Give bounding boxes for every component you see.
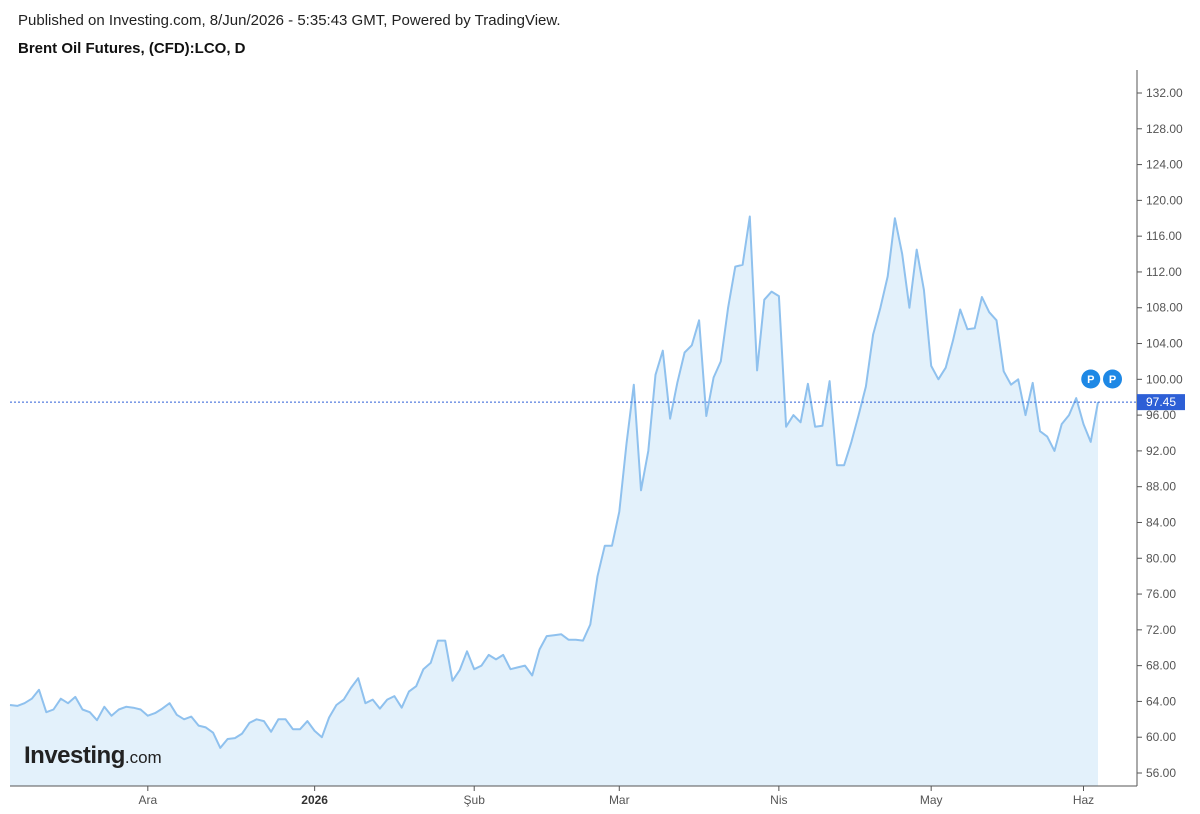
y-tick-label: 68.00: [1146, 659, 1176, 673]
event-marker[interactable]: [1103, 369, 1123, 389]
y-tick-label: 116.00: [1146, 229, 1182, 243]
y-tick-label: 96.00: [1146, 408, 1176, 422]
published-notice: Published on Investing.com, 8/Jun/2026 -…: [18, 12, 561, 29]
x-tick-label: Nis: [770, 793, 787, 807]
x-tick-label: Haz: [1073, 793, 1094, 807]
y-tick-label: 108.00: [1146, 301, 1183, 315]
event-marker[interactable]: [1081, 369, 1101, 389]
y-tick-label: 80.00: [1146, 551, 1176, 565]
y-tick-label: 88.00: [1146, 480, 1176, 494]
x-tick-label: May: [920, 793, 943, 807]
y-tick-label: 60.00: [1146, 730, 1176, 744]
area-layer: [9, 215, 1099, 786]
logo-suffix: .com: [124, 748, 162, 767]
y-tick-label: 56.00: [1146, 766, 1176, 780]
x-tick-label: Ara: [138, 793, 157, 807]
x-tick-label: Şub: [464, 793, 486, 807]
y-tick-label: 84.00: [1146, 515, 1176, 529]
y-tick-label: 104.00: [1146, 337, 1183, 351]
investing-logo: Investing.com: [24, 742, 162, 770]
axis-layer: 132.00 128.00 124.00 120.00 116.00 112.00 108.…: [10, 70, 1185, 807]
y-tick-label: 72.00: [1146, 623, 1176, 637]
price-area: [10, 216, 1098, 786]
last-price-tag: [1137, 394, 1185, 411]
x-tick-label: Mar: [609, 793, 630, 807]
logo-main: Investing: [24, 742, 125, 769]
y-tick-label: 64.00: [1146, 694, 1176, 708]
x-tick-label: 2026: [301, 793, 328, 807]
y-tick-label: 120.00: [1146, 193, 1183, 207]
price-line: [9, 215, 1099, 749]
y-tick-label: 124.00: [1146, 158, 1183, 172]
y-tick-label: 76.00: [1146, 587, 1176, 601]
symbol-title: Brent Oil Futures, (CFD):LCO, D: [18, 40, 246, 57]
y-tick-label: 128.00: [1146, 122, 1183, 136]
y-tick-label: 100.00: [1146, 372, 1183, 386]
event-marker-label: P: [1087, 374, 1094, 386]
y-tick-label: 132.00: [1146, 86, 1183, 100]
event-marker-label: P: [1109, 374, 1116, 386]
last-price-label: 97.45: [1146, 395, 1176, 409]
y-tick-label: 92.00: [1146, 444, 1176, 458]
y-tick-label: 112.00: [1146, 265, 1182, 279]
